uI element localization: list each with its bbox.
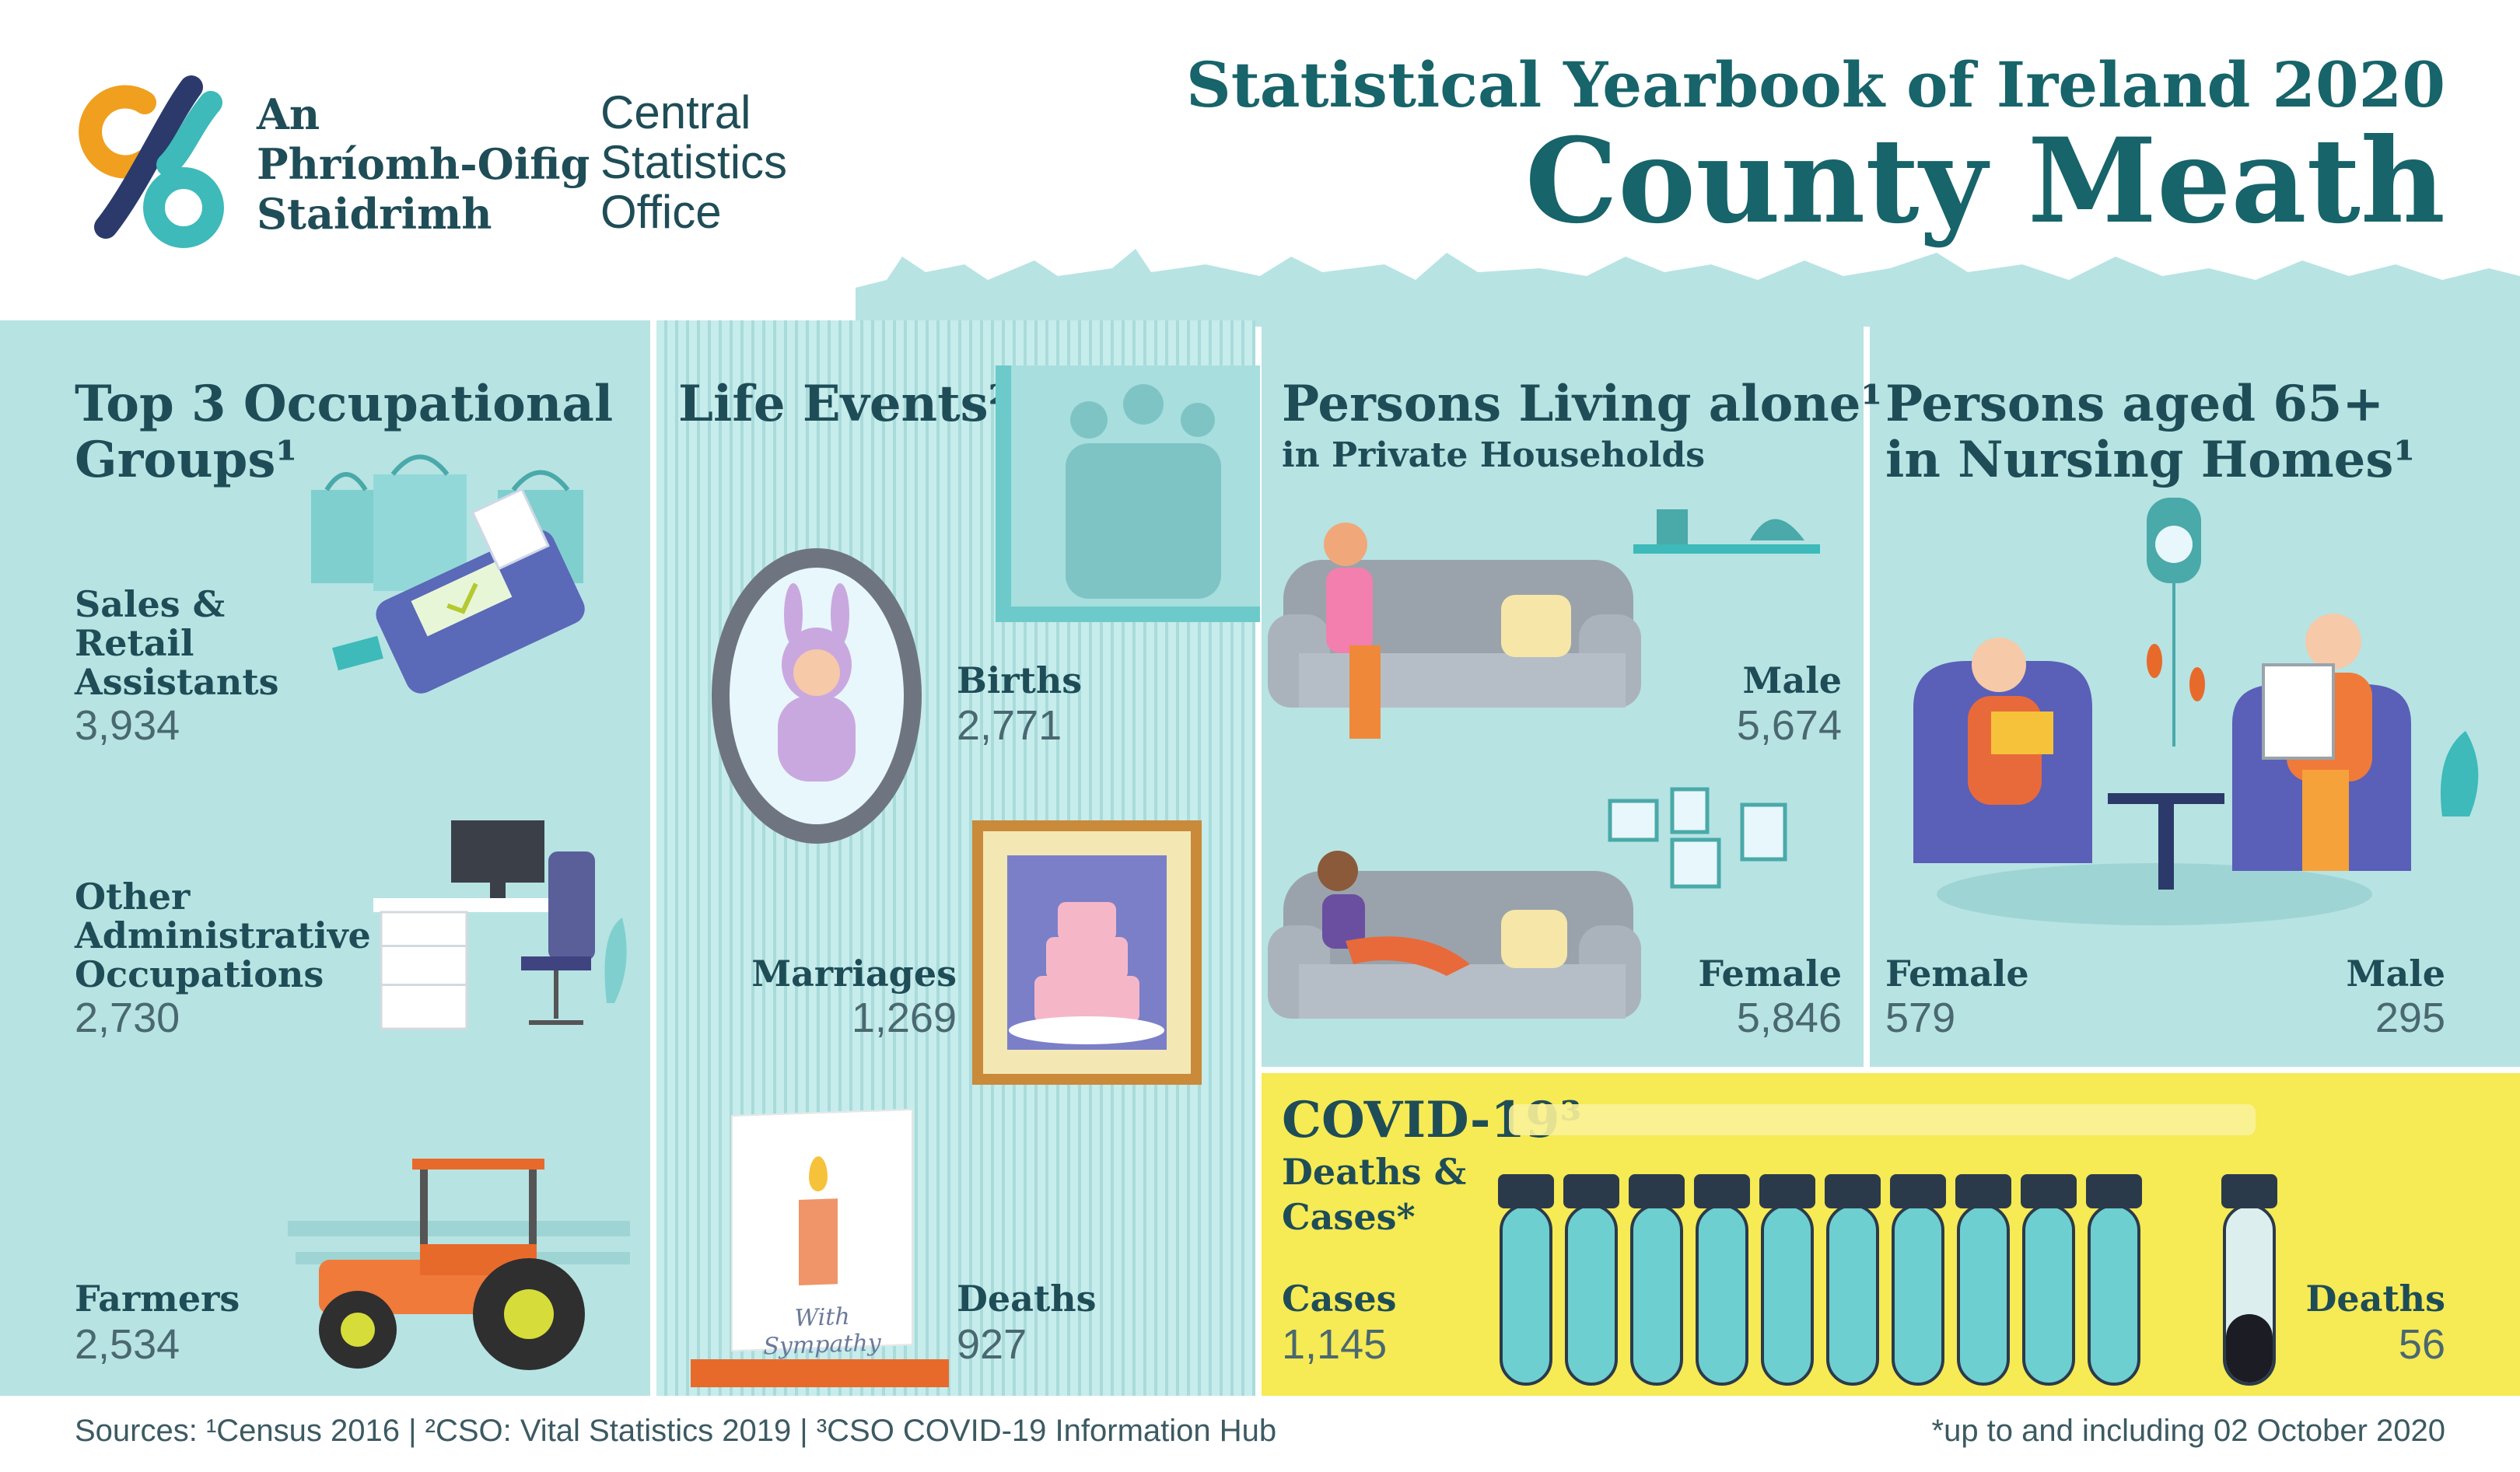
occupation-admin-value: 2,730 <box>75 995 180 1041</box>
case-test-tube-icon <box>2086 1174 2142 1386</box>
occupation-farmers-value: 2,534 <box>75 1321 180 1368</box>
logo-english-line: Central <box>600 86 751 138</box>
logo-irish-name: An Phríomh-Oifig Staidrimh <box>257 89 590 239</box>
living-alone-female-label: Female <box>1698 953 1842 995</box>
covid-deaths-label: Deaths <box>2305 1278 2445 1320</box>
occupations-title-line: Top 3 Occupational <box>75 375 614 433</box>
occupations-title-line: Groups¹ <box>75 431 298 489</box>
covid-subtitle: Deaths & Cases* <box>1282 1149 1466 1239</box>
case-test-tube-icon <box>2021 1174 2077 1386</box>
test-tubes-illustration <box>1498 1104 2277 1386</box>
living-alone-title: Persons Living alone¹ <box>1282 375 1883 433</box>
case-test-tube-icon <box>1825 1174 1881 1386</box>
nursing-female-label: Female <box>1885 953 2029 995</box>
death-test-tube-icon <box>2221 1174 2277 1386</box>
footer-note: *up to and including 02 October 2020 <box>1931 1414 2446 1448</box>
case-test-tube-icon <box>1498 1174 1554 1386</box>
logo-english-line: Office <box>600 186 722 238</box>
logo-irish-line: Phríomh-Oifig <box>257 139 590 189</box>
yearbook-title: Statistical Yearbook of Ireland 2020 <box>1186 48 2445 121</box>
deaths-value: 927 <box>957 1321 1027 1368</box>
case-test-tube-icon <box>1890 1174 1946 1386</box>
tractor-illustration <box>288 1159 630 1370</box>
living-alone-subtitle: in Private Households <box>1282 435 1705 475</box>
living-alone-male-label: Male <box>1742 659 1842 701</box>
cso-logo-icon <box>79 75 224 248</box>
candle-illustration <box>799 1198 838 1286</box>
marriages-label: Marriages <box>751 953 957 995</box>
occupation-label-line: Occupations <box>75 953 324 995</box>
covid-subtitle-line: Cases* <box>1282 1196 1416 1238</box>
occupation-label-line: Assistants <box>75 661 279 703</box>
life-events-title: Life Events² <box>678 375 1010 433</box>
nursing-homes-title: Persons aged 65+ in Nursing Homes¹ <box>1885 376 2415 488</box>
deaths-label: Deaths <box>957 1278 1097 1320</box>
logo-irish-line: An <box>257 89 320 139</box>
logo-irish-line: Staidrimh <box>257 189 492 239</box>
woman-on-sofa-illustration <box>1268 787 1787 1019</box>
sympathy-card: With Sympathy <box>731 1108 913 1361</box>
wedding-cake-frame-illustration <box>972 820 1202 1085</box>
occupation-label-line: Retail <box>75 622 194 664</box>
sympathy-card-text: With Sympathy <box>763 1302 881 1361</box>
county-title: County Meath <box>1524 113 2445 250</box>
logo-english-line: Statistics <box>600 136 788 188</box>
covid-subtitle-line: Deaths & <box>1282 1151 1467 1193</box>
living-alone-female-value: 5,846 <box>1736 995 1842 1041</box>
footer-sources: Sources: ¹Census 2016 | ²CSO: Vital Stat… <box>75 1414 1277 1448</box>
marriages-value: 1,269 <box>851 995 957 1041</box>
cso-logo <box>75 72 230 250</box>
case-test-tube-icon <box>1759 1174 1815 1386</box>
nursing-male-label: Male <box>2346 953 2445 995</box>
births-label: Births <box>957 659 1083 701</box>
elderly-couple-illustration <box>1913 498 2479 925</box>
office-desk-illustration <box>373 820 627 1030</box>
man-on-sofa-illustration <box>1268 509 1820 739</box>
occupation-label-line: Other <box>75 876 191 918</box>
occupations-title: Top 3 Occupational Groups¹ <box>75 376 613 488</box>
covid-deaths-value: 56 <box>2398 1321 2445 1368</box>
covid-cases-value: 1,145 <box>1282 1321 1388 1368</box>
baby-portrait-illustration <box>712 548 922 844</box>
flame-icon <box>809 1156 828 1192</box>
card-terminal-illustration <box>311 454 585 694</box>
occupation-label-line: Farmers <box>75 1278 240 1320</box>
occupation-admin-label: Other Administrative Occupations <box>75 877 371 994</box>
occupation-farmers-label: Farmers <box>75 1279 240 1318</box>
occupation-sales-value: 3,934 <box>75 702 180 749</box>
living-alone-male-value: 5,674 <box>1736 702 1842 749</box>
covid-cases-label: Cases <box>1282 1278 1397 1320</box>
case-test-tube-icon <box>1694 1174 1750 1386</box>
card-shelf <box>691 1359 949 1387</box>
case-test-tube-icon <box>1955 1174 2011 1386</box>
births-value: 2,771 <box>957 702 1062 749</box>
case-test-tube-icon <box>1629 1174 1685 1386</box>
nursing-male-value: 295 <box>2375 995 2445 1041</box>
family-photo-frame-illustration <box>996 365 1260 622</box>
logo-english-name: Central Statistics Office <box>600 88 787 237</box>
skyline-illustration <box>856 249 2520 327</box>
occupation-label-line: Administrative <box>75 914 371 956</box>
case-test-tube-icon <box>1563 1174 1619 1386</box>
occupation-label-line: Sales & <box>75 583 226 625</box>
nursing-title-line: Persons aged 65+ <box>1885 375 2385 433</box>
nursing-title-line: in Nursing Homes¹ <box>1885 431 2416 489</box>
nursing-female-value: 579 <box>1885 995 1956 1041</box>
occupation-sales-label: Sales & Retail Assistants <box>75 585 279 701</box>
